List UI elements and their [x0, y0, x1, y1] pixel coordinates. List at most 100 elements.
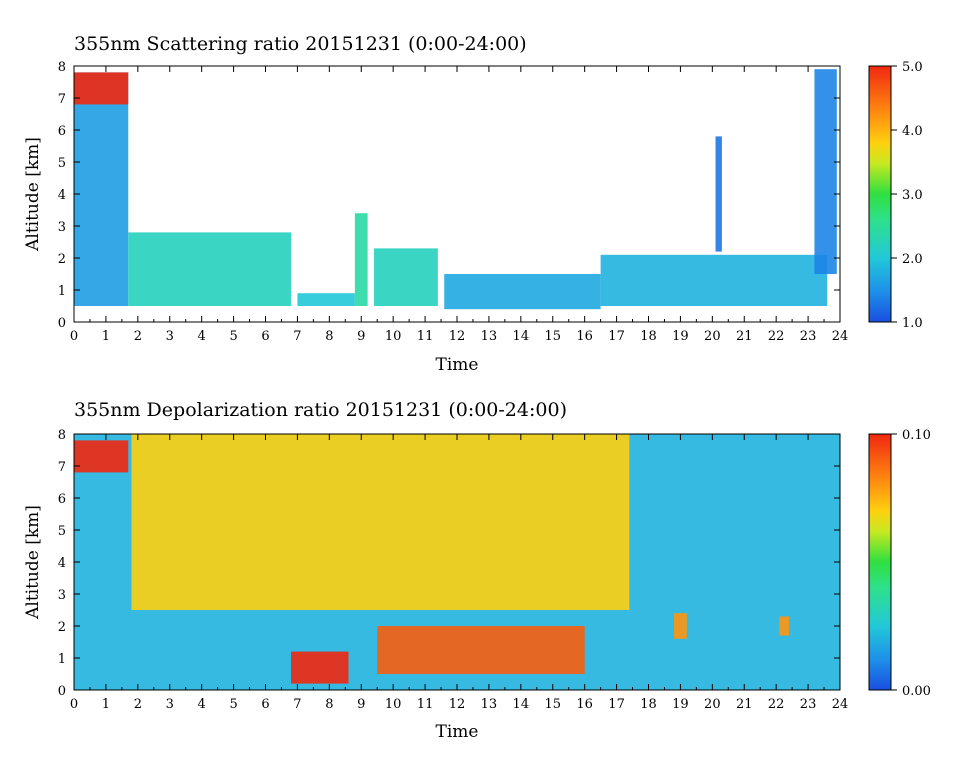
p2-feature-1: [74, 440, 129, 473]
p2-xtick-label-4: 4: [198, 697, 206, 712]
p1-feature-6: [444, 274, 601, 310]
depolarization-colorbar-ticks: 0.00 0.10: [891, 428, 931, 699]
scattering-colorbar-ticks: 1.0 2.0 3.0 4.0 5.0: [891, 60, 923, 331]
p2-xtick-label-7: 7: [293, 697, 301, 712]
p2-xtick-label-12: 12: [449, 697, 466, 712]
p2-ytick-label-5: 5: [58, 524, 66, 539]
p1-xtick-label-13: 13: [481, 329, 498, 344]
p1-xtick-label-18: 18: [640, 329, 657, 344]
p2-xtick-label-8: 8: [325, 697, 333, 712]
p1-xtick-label-14: 14: [513, 329, 530, 344]
p2-ytick-label-1: 1: [58, 652, 66, 667]
p1-xtick-label-16: 16: [576, 329, 593, 344]
p2-xtick-label-6: 6: [261, 697, 269, 712]
p2-cb-tick-label-1: 0.10: [902, 428, 931, 443]
scattering-axes: 0 1 2 3 4 5 6 7 8 9 10 11 12 13 14 15 16 17 18 19 20 21 22 23 24…: [58, 60, 849, 344]
p1-xtick-label-7: 7: [293, 329, 301, 344]
p2-xtick-label-23: 23: [800, 697, 817, 712]
p1-cb-tick-label-3: 4.0: [902, 124, 923, 139]
p1-xtick-label-3: 3: [166, 329, 174, 344]
p2-feature-5: [674, 613, 687, 639]
p1-xtick-label-11: 11: [417, 329, 434, 344]
p1-xtick-label-8: 8: [325, 329, 333, 344]
p1-xtick-label-17: 17: [608, 329, 625, 344]
p2-ytick-label-8: 8: [58, 428, 66, 443]
p2-xtick-label-18: 18: [640, 697, 657, 712]
p2-feature-6: [779, 616, 789, 636]
p2-ytick-label-0: 0: [58, 684, 66, 699]
p2-ytick-label-3: 3: [58, 588, 66, 603]
p1-feature-9: [814, 69, 837, 274]
p1-xtick-label-9: 9: [357, 329, 365, 344]
p1-ytick-label-1: 1: [58, 284, 66, 299]
p2-xtick-label-15: 15: [544, 697, 561, 712]
p1-xtick-label-5: 5: [229, 329, 237, 344]
scattering-colorbar: [868, 65, 892, 323]
depolarization-title: 355nm Depolarization ratio 20151231 (0:0…: [74, 399, 567, 421]
p2-feature-4: [377, 626, 585, 674]
p2-ytick-label-7: 7: [58, 460, 66, 475]
p2-cb-tick-label-0: 0.00: [902, 684, 931, 699]
p2-xtick-label-2: 2: [134, 697, 142, 712]
p1-ytick-label-7: 7: [58, 92, 66, 107]
scattering-panel: 355nm Scattering ratio 20151231 (0:00-24…: [23, 33, 923, 375]
depolarization-panel: 355nm Depolarization ratio 20151231 (0:0…: [23, 399, 931, 742]
p2-xtick-label-5: 5: [229, 697, 237, 712]
p1-feature-5: [374, 248, 438, 306]
p2-xtick-label-16: 16: [576, 697, 593, 712]
p1-xtick-label-20: 20: [704, 329, 721, 344]
depolarization-xlabel: Time: [436, 722, 479, 742]
p1-ytick-label-6: 6: [58, 124, 66, 139]
p1-xtick-label-21: 21: [736, 329, 753, 344]
p1-feature-2: [128, 232, 292, 306]
p1-cb-tick-label-0: 1.0: [902, 316, 923, 331]
p1-xtick-label-24: 24: [832, 329, 849, 344]
p2-xtick-label-3: 3: [166, 697, 174, 712]
scattering-xlabel: Time: [436, 355, 479, 375]
p1-xtick-label-10: 10: [385, 329, 402, 344]
p1-ytick-label-0: 0: [58, 316, 66, 331]
p2-xtick-label-10: 10: [385, 697, 402, 712]
p1-feature-8: [715, 136, 722, 252]
p1-xtick-label-12: 12: [449, 329, 466, 344]
p2-xtick-label-17: 17: [608, 697, 625, 712]
p1-ytick-label-2: 2: [58, 252, 66, 267]
p2-xtick-label-24: 24: [832, 697, 849, 712]
p1-xtick-label-22: 22: [768, 329, 785, 344]
p1-xtick-label-6: 6: [261, 329, 269, 344]
p1-ytick-label-8: 8: [58, 60, 66, 75]
p1-feature-4: [354, 213, 368, 306]
scattering-heatmap: [74, 69, 837, 310]
p1-ytick-label-5: 5: [58, 156, 66, 171]
depolarization-colorbar: [868, 433, 892, 691]
p1-xtick-label-4: 4: [198, 329, 206, 344]
scattering-ylabel: Altitude [km]: [23, 137, 43, 252]
p2-xtick-label-20: 20: [704, 697, 721, 712]
p1-cb-tick-label-2: 3.0: [902, 188, 923, 203]
depolarization-ylabel: Altitude [km]: [23, 505, 43, 620]
p2-xtick-label-22: 22: [768, 697, 785, 712]
p2-ytick-label-4: 4: [58, 556, 66, 571]
p1-xtick-label-0: 0: [70, 329, 78, 344]
p2-xtick-label-21: 21: [736, 697, 753, 712]
p1-feature-7: [600, 254, 828, 306]
depolarization-heatmap: [74, 434, 840, 690]
p1-xtick-label-2: 2: [134, 329, 142, 344]
p2-xtick-label-11: 11: [417, 697, 434, 712]
p1-ytick-label-3: 3: [58, 220, 66, 235]
p1-feature-3: [297, 293, 355, 306]
p2-feature-2: [131, 434, 630, 610]
p1-feature-0: [74, 72, 129, 307]
p1-xtick-label-1: 1: [102, 329, 110, 344]
p1-xtick-label-23: 23: [800, 329, 817, 344]
p1-feature-1: [74, 72, 129, 105]
p1-xtick-label-15: 15: [544, 329, 561, 344]
p2-ytick-label-6: 6: [58, 492, 66, 507]
depolarization-axes: 0 1 2 3 4 5 6 7 8 9 10 11 12 13 14 15 16 17 18 19 20 21 22 23 24…: [58, 428, 849, 712]
p2-ytick-label-2: 2: [58, 620, 66, 635]
p2-xtick-label-13: 13: [481, 697, 498, 712]
p2-xtick-label-1: 1: [102, 697, 110, 712]
p2-xtick-label-14: 14: [513, 697, 530, 712]
p1-cb-tick-label-1: 2.0: [902, 252, 923, 267]
